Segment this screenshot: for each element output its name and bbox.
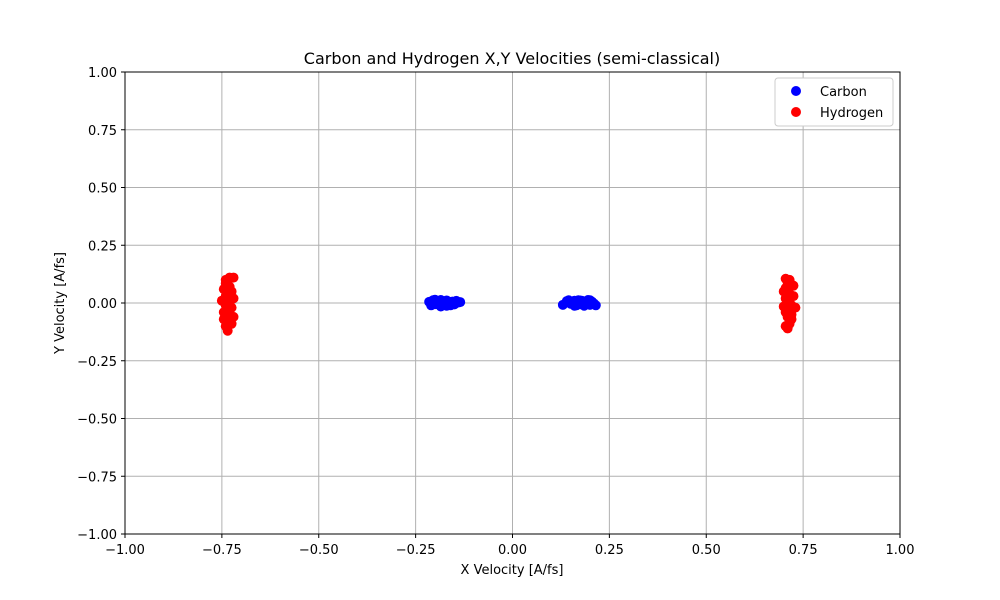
carbon-point [569, 300, 580, 311]
hydrogen-point [778, 301, 789, 312]
hydrogen-point [220, 278, 231, 289]
x-tick-label: 0.25 [595, 543, 624, 558]
legend-marker-carbon [791, 86, 801, 96]
x-tick-label: −0.50 [299, 543, 339, 558]
x-tick-label: 0.50 [692, 543, 721, 558]
hydrogen-point [784, 294, 795, 305]
chart-title: Carbon and Hydrogen X,Y Velocities (semi… [304, 49, 720, 68]
hydrogen-point [226, 318, 237, 329]
y-tick-label: −0.50 [77, 413, 117, 428]
x-tick-label: 1.00 [886, 543, 915, 558]
hydrogen-point [780, 282, 791, 293]
x-tick-label: −1.00 [105, 543, 145, 558]
legend: Carbon Hydrogen [774, 77, 894, 127]
legend-box [774, 77, 894, 127]
y-axis-label: Y Velocity [A/fs] [53, 252, 68, 355]
y-tick-label: 0.75 [88, 124, 117, 139]
legend-marker-hydrogen [791, 107, 801, 117]
carbon-point [455, 297, 466, 308]
y-tick-label: 0.50 [88, 182, 117, 197]
hydrogen-point [228, 272, 239, 283]
y-tick-label: −0.25 [77, 355, 117, 370]
x-tick-label: −0.75 [202, 543, 242, 558]
carbon-point [585, 295, 595, 306]
axis-ticks: −1.00 −0.75 −0.50 −0.25 0.00 0.25 0.50 0.75 1.00… [77, 66, 914, 558]
hydrogen-point [224, 304, 235, 315]
x-axis-label: X Velocity [A/fs] [461, 563, 564, 578]
carbon-point [441, 300, 452, 311]
hydrogen-point [222, 288, 233, 299]
x-tick-label: 0.00 [498, 543, 527, 558]
x-tick-label: −0.25 [396, 543, 436, 558]
legend-label-carbon: Carbon [820, 85, 867, 100]
hydrogen-point [784, 318, 795, 329]
x-tick-label: 0.75 [789, 543, 818, 558]
y-tick-label: 0.00 [88, 297, 117, 312]
y-tick-label: 0.25 [88, 239, 117, 254]
data-points [216, 272, 801, 336]
y-tick-label: −0.75 [77, 470, 117, 485]
hydrogen-point [218, 314, 229, 325]
legend-label-hydrogen: Hydrogen [820, 106, 883, 121]
y-tick-label: −1.00 [77, 528, 117, 543]
y-tick-label: 1.00 [88, 66, 117, 81]
